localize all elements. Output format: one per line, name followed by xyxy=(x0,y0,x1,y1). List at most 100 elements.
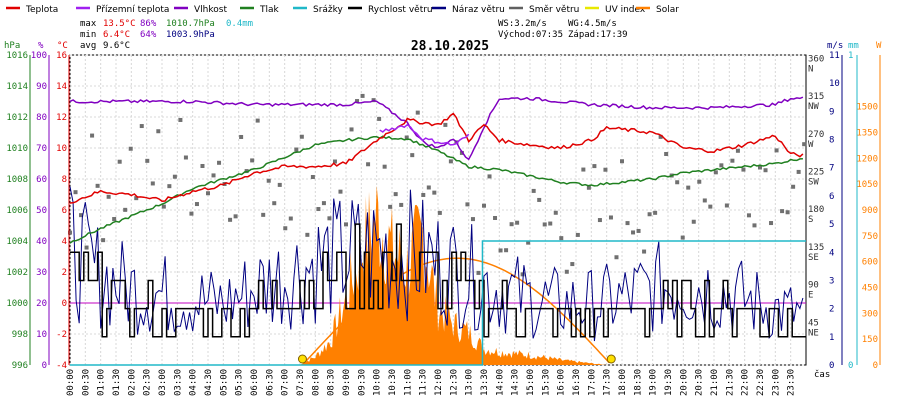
direction-tick-name: SE xyxy=(808,253,819,263)
direction-point xyxy=(796,169,801,174)
x-tick: 01:30 xyxy=(112,369,122,396)
x-tick: 03:30 xyxy=(173,369,183,396)
pressure-tick: 996 xyxy=(12,361,28,371)
solar-area xyxy=(300,185,607,365)
direction-point xyxy=(294,147,299,152)
wind-tick: 8 xyxy=(829,136,834,146)
direction-point xyxy=(664,151,669,156)
direction-point xyxy=(465,202,470,207)
stat-avg-temp: 9.6°C xyxy=(103,41,130,51)
x-tick: 17:30 xyxy=(603,369,613,396)
solar-tick: 1350 xyxy=(856,129,878,139)
direction-point xyxy=(443,122,448,127)
wind-tick: 7 xyxy=(829,164,834,174)
humidity-tick: 0 xyxy=(42,361,47,371)
direction-point xyxy=(702,198,707,203)
x-tick: 18:30 xyxy=(633,369,643,396)
stat-avg-label: avg xyxy=(80,41,96,51)
x-tick: 15:30 xyxy=(541,369,551,396)
direction-point xyxy=(597,218,602,223)
x-tick: 02:30 xyxy=(143,369,153,396)
x-tick: 05:30 xyxy=(235,369,245,396)
x-tick: 05:00 xyxy=(219,369,229,396)
direction-point xyxy=(178,117,183,122)
pressure-tick: 1004 xyxy=(6,237,28,247)
x-tick: 04:30 xyxy=(204,369,214,396)
direction-point xyxy=(482,203,486,208)
sunrise-marker xyxy=(297,354,307,364)
legend-label: Srážky xyxy=(313,5,344,15)
direction-point xyxy=(316,207,321,212)
direction-point xyxy=(515,220,520,225)
wind-tick: 0 xyxy=(829,361,834,371)
direction-point xyxy=(752,223,757,228)
x-tick: 14:00 xyxy=(495,369,505,396)
direction-point xyxy=(194,202,199,207)
legend-label: Vlhkost xyxy=(194,5,227,15)
direction-point xyxy=(509,222,514,227)
direction-point xyxy=(112,217,117,222)
x-tick: 00:30 xyxy=(81,369,91,396)
x-tick: 17:00 xyxy=(587,369,597,396)
direction-point xyxy=(123,207,128,212)
stat-rain: 0.4mm xyxy=(226,19,253,29)
chart-title: 28.10.2025 xyxy=(411,39,489,54)
wind-tick: 11 xyxy=(829,51,840,61)
direction-point xyxy=(228,217,233,222)
x-tick: 09:00 xyxy=(342,369,352,396)
direction-point xyxy=(239,134,244,139)
direction-point xyxy=(327,216,332,221)
rain-tick: 1 xyxy=(848,51,853,61)
solar-tick: 900 xyxy=(862,206,878,216)
direction-tick-name: N xyxy=(808,64,813,74)
direction-point xyxy=(769,221,774,226)
direction-point xyxy=(493,215,498,220)
direction-point xyxy=(426,185,431,190)
direction-point xyxy=(592,164,597,169)
series-line-gust xyxy=(69,186,804,342)
direction-point xyxy=(189,211,194,216)
legend-label: UV index xyxy=(605,5,646,15)
direction-point xyxy=(741,167,746,172)
direction-point xyxy=(415,110,420,115)
stat-min-label: min xyxy=(80,30,96,40)
humidity-tick: 40 xyxy=(36,237,47,247)
direction-point xyxy=(200,163,205,168)
x-tick: 13:00 xyxy=(465,369,475,396)
x-tick: 23:00 xyxy=(771,369,781,396)
series-line-ground-temp xyxy=(379,123,470,146)
x-tick: 22:30 xyxy=(756,369,766,396)
series-lines xyxy=(69,96,806,366)
wind-tick: 6 xyxy=(829,192,834,202)
direction-tick-name: S xyxy=(808,215,813,225)
direction-tick-deg: 90 xyxy=(808,281,819,291)
stat-max-label: max xyxy=(80,19,97,29)
direction-point xyxy=(719,163,724,168)
direction-point xyxy=(305,232,310,237)
x-tick: 18:00 xyxy=(618,369,628,396)
direction-point xyxy=(763,168,768,173)
direction-point xyxy=(476,270,481,275)
legend-label: Směr větru xyxy=(529,5,579,15)
x-tick: 19:30 xyxy=(664,369,674,396)
legend-label: Rychlost větru xyxy=(368,5,433,15)
temperature-tick: 12 xyxy=(56,113,67,123)
rain-tick: 0 xyxy=(848,361,853,371)
solar-tick: 1200 xyxy=(856,154,878,164)
direction-point xyxy=(156,129,161,134)
legend-label: Teplota xyxy=(25,5,58,15)
direction-tick-deg: 180 xyxy=(808,205,824,215)
solar-tick: 0 xyxy=(873,361,878,371)
temperature-tick: 14 xyxy=(56,82,67,92)
stats-block: max 13.5°C 86% 1010.7hPa 0.4mm min 6.4°C… xyxy=(80,19,628,51)
direction-point xyxy=(217,160,222,165)
direction-point xyxy=(128,146,133,151)
direction-point xyxy=(774,148,779,153)
direction-point xyxy=(421,192,426,197)
direction-point xyxy=(84,245,89,250)
axis-unit-labels: hPa % °C m/s mm W čas xyxy=(4,41,882,380)
direction-point xyxy=(211,173,216,178)
series-line-humidity xyxy=(69,96,804,161)
x-tick: 16:00 xyxy=(557,369,567,396)
direction-point xyxy=(145,158,150,163)
